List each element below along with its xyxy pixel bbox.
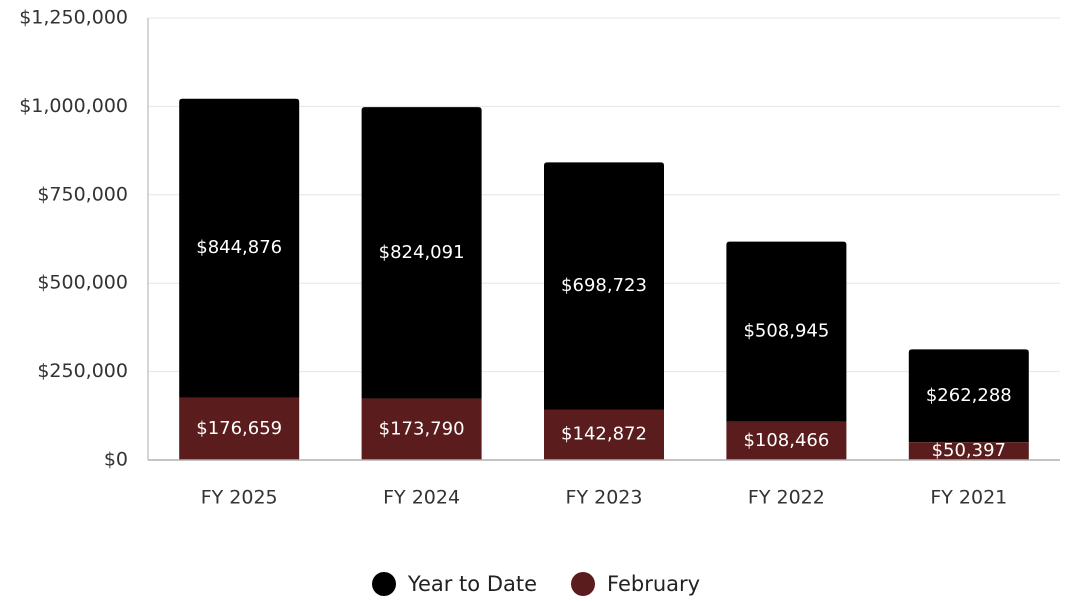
y-tick-label: $750,000: [37, 183, 128, 205]
legend-item-year-to-date[interactable]: Year to Date: [371, 572, 538, 596]
bar-value-label: $142,872: [561, 424, 647, 445]
x-tick-label: FY 2024: [383, 487, 460, 509]
y-tick-label: $1,250,000: [19, 7, 128, 29]
bar-segment: [726, 421, 847, 460]
legend-swatch-february: [571, 572, 596, 596]
legend-item-february[interactable]: February: [571, 572, 700, 596]
bar-value-label: $508,945: [743, 321, 829, 342]
bar-value-label: $173,790: [379, 418, 465, 439]
y-tick-label: $1,000,000: [19, 95, 128, 117]
bar-value-label: $262,288: [926, 385, 1012, 406]
bar-segment: [908, 349, 1029, 443]
bar-segment: [544, 409, 664, 460]
bar-segment: [361, 398, 482, 460]
bar-value-label: $844,876: [196, 237, 282, 258]
bar-segment: [908, 442, 1029, 460]
x-tick-label: FY 2022: [748, 487, 825, 509]
bar-value-label: $698,723: [561, 275, 647, 296]
x-tick-label: FY 2025: [201, 487, 278, 509]
legend-label-year-to-date: Year to Date: [407, 572, 538, 596]
stacked-bar-chart: $0 $250,000 $500,000 $750,000 $1,000,000 $1,2…: [19, 7, 1060, 509]
x-tick-label: FY 2021: [930, 487, 1007, 509]
y-tick-label: $0: [104, 449, 128, 471]
bar-value-label: $176,659: [196, 418, 282, 439]
bar-segment: [179, 397, 300, 460]
bar-value-label: $50,397: [932, 440, 1006, 461]
bar-segment: [361, 107, 482, 399]
x-tick-label: FY 2023: [566, 487, 643, 509]
bar-segment: [179, 98, 300, 398]
bar-segment: [726, 241, 847, 422]
legend-swatch-year-to-date: [371, 572, 396, 596]
chart-legend: Year to Date February: [0, 566, 1072, 602]
y-tick-label: $500,000: [37, 272, 128, 294]
bar-value-label: $824,091: [379, 242, 465, 263]
bar-value-label: $108,466: [743, 430, 829, 451]
legend-label-february: February: [607, 572, 701, 596]
y-tick-label: $250,000: [37, 360, 128, 382]
bar-segment: [544, 162, 664, 410]
